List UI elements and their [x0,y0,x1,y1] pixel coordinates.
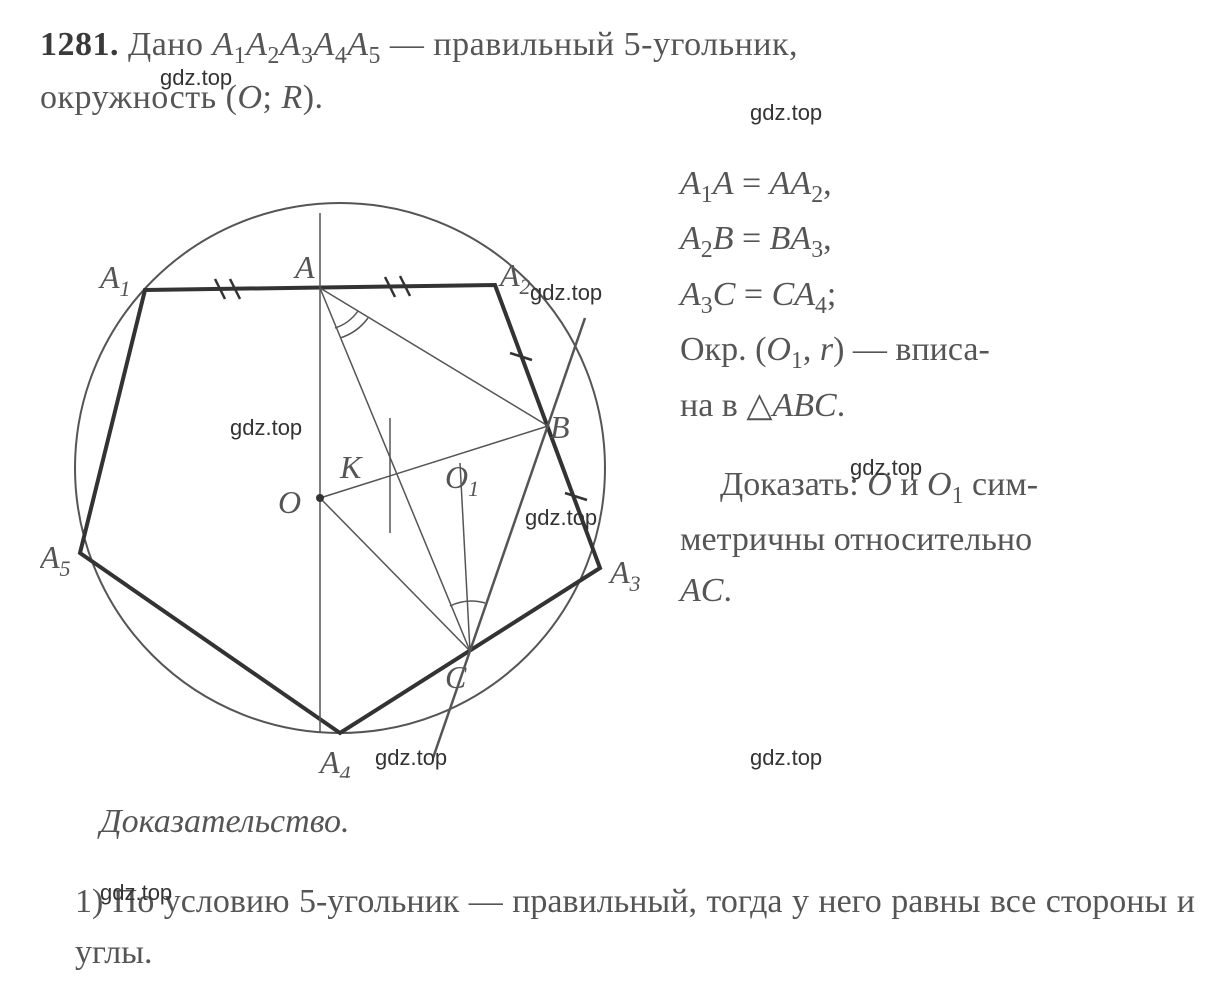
label-B: B [550,409,570,445]
equations-block: A1A = AA2, A2B = BA3, A3C = CA4; Окр. (O… [680,158,1220,431]
prove3: AC. [680,565,1220,616]
line-AB [320,288,548,426]
pentagon [80,285,600,733]
watermark-3: gdz.top [530,280,602,306]
watermark-5: gdz.top [850,455,922,481]
prove2: метричны относительно [680,514,1220,565]
watermark-9: gdz.top [100,880,172,906]
prove1: Доказать: O и O1 сим- [680,459,1220,514]
eq4a: Окр. (O1, r) — вписа- [680,324,1220,379]
label-A5: A5 [40,539,71,581]
proof-header: Доказательство. [100,803,1181,841]
geometry-figure: A1 A A2 B A3 C A4 A5 O O1 K [40,138,660,778]
eq2: A2B = BA3, [680,213,1220,268]
watermark-7: gdz.top [375,745,447,771]
page-root: 1281. Дано A1 A2 A3 A4 A5 — правильный 5-уго… [0,0,1221,978]
label-C: C [445,659,467,695]
watermark-4: gdz.top [230,415,302,441]
figure-container: A1 A A2 B A3 C A4 A5 O O1 K A1A = AA2, A… [40,138,1180,778]
eq4b: на в △ABC. [680,380,1220,431]
label-O: O [278,484,301,520]
label-O1: O1 [445,459,479,501]
label-A2: A2 [498,257,531,299]
angle-arc-A1 [335,311,358,328]
eq1: A1A = AA2, [680,158,1220,213]
point-O [316,494,324,502]
angle-arc-A2 [340,318,368,338]
given-prefix: Дано [128,26,212,63]
eq3: A3C = CA4; [680,269,1220,324]
proof-item-1: 1) По условию 5-угольник — правильный, т… [75,876,1195,978]
label-A4: A4 [318,744,351,778]
label-A: A [293,249,315,285]
label-A1: A1 [98,259,131,301]
line-CO [320,498,470,651]
label-K: K [339,449,363,485]
watermark-2: gdz.top [750,100,822,126]
label-A3: A3 [608,554,641,596]
watermark-6: gdz.top [525,505,597,531]
right-column: A1A = AA2, A2B = BA3, A3C = CA4; Окр. (O… [680,158,1220,644]
to-prove-block: Доказать: O и O1 сим- метричны относител… [680,459,1220,616]
given-suffix: — правильный 5-угольник, [381,26,798,63]
watermark-8: gdz.top [750,745,822,771]
problem-number: 1281. [40,26,119,63]
watermark-1: gdz.top [160,65,232,91]
